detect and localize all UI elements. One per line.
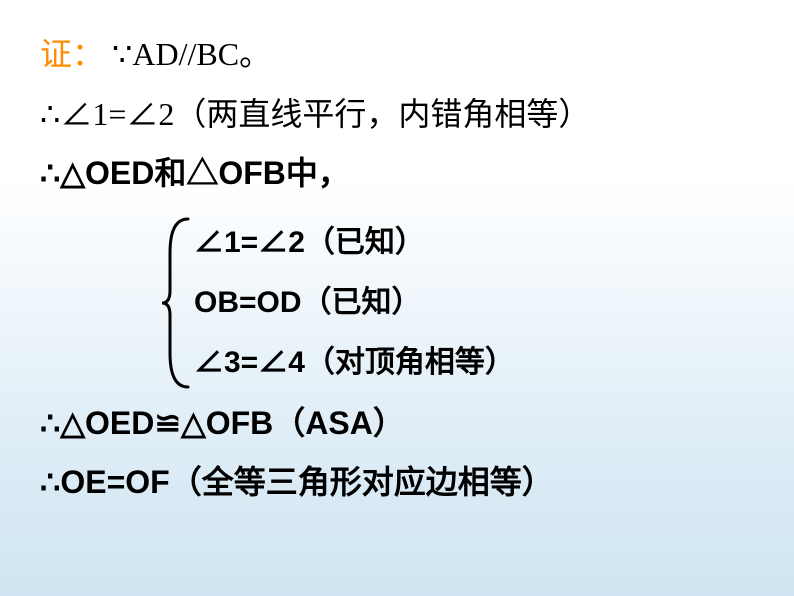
left-brace-icon xyxy=(160,213,194,393)
proof-prefix: 证： xyxy=(40,36,104,72)
therefore-symbol: ∴ xyxy=(40,155,60,191)
brace-group: ∠1=∠2（已知） OB=OD（已知） ∠3=∠4（对顶角相等） xyxy=(160,213,754,393)
line3-text: △OED和△OFB中， xyxy=(60,155,350,191)
brace-item-2: OB=OD（已知） xyxy=(194,273,515,333)
brace-items: ∠1=∠2（已知） OB=OD（已知） ∠3=∠4（对顶角相等） xyxy=(194,213,515,393)
proof-line-3: ∴△OED和△OFB中， xyxy=(40,153,754,195)
therefore-symbol: ∴ xyxy=(40,96,60,132)
proof-line-1: 证： ∵AD//BC。 xyxy=(40,34,754,76)
proof-line-4: ∴△OED≌△OFB（ASA） xyxy=(40,403,754,445)
because-symbol: ∵ xyxy=(112,36,132,72)
brace-item-1: ∠1=∠2（已知） xyxy=(194,213,515,273)
line1-text: AD//BC。 xyxy=(132,36,271,72)
line5-text: OE=OF（全等三角形对应边相等） xyxy=(60,464,553,500)
proof-line-5: ∴OE=OF（全等三角形对应边相等） xyxy=(40,462,754,504)
brace-item-3: ∠3=∠4（对顶角相等） xyxy=(194,333,515,393)
line2-text: ∠1=∠2（两直线平行，内错角相等） xyxy=(60,96,590,132)
therefore-symbol: ∴ xyxy=(40,464,60,500)
line4-text: △OED≌△OFB（ASA） xyxy=(60,405,405,441)
proof-line-2: ∴∠1=∠2（两直线平行，内错角相等） xyxy=(40,94,754,136)
therefore-symbol: ∴ xyxy=(40,405,60,441)
